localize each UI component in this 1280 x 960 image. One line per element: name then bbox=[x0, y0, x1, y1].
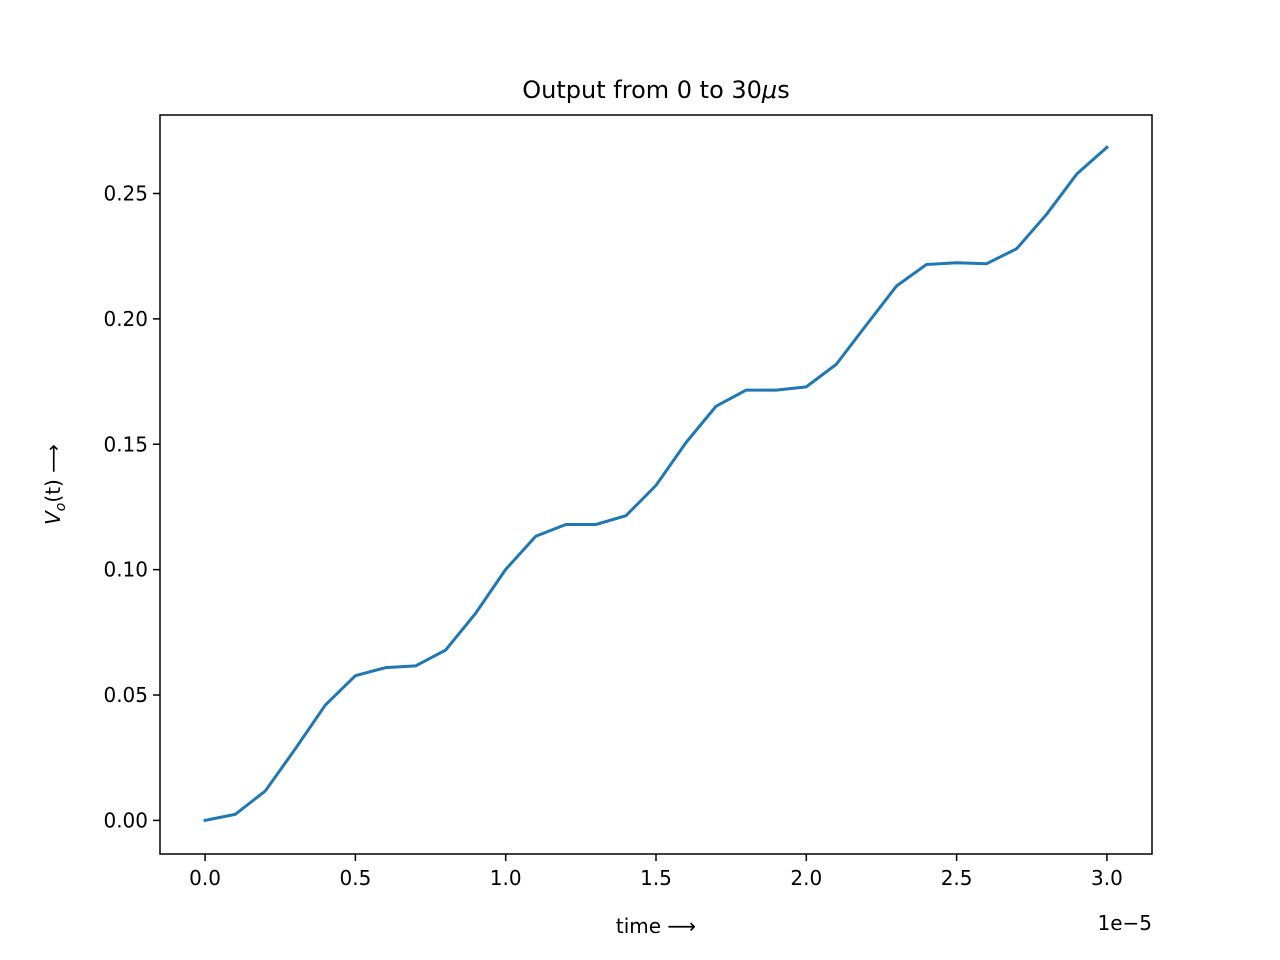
chart-title: Output from 0 to 30μs bbox=[522, 76, 789, 104]
series-line-0 bbox=[203, 145, 1110, 823]
x-tick-label: 1.0 bbox=[490, 866, 522, 890]
x-tick-label: 3.0 bbox=[1091, 866, 1123, 890]
x-tick-label: 0.5 bbox=[339, 866, 371, 890]
x-tick-label: 2.0 bbox=[790, 866, 822, 890]
plot-area bbox=[203, 145, 1110, 823]
x-tick-label: 1.5 bbox=[640, 866, 672, 890]
x-axis: 0.0 0.5 1.0 1.5 2.0 2.5 3.0 bbox=[189, 854, 1123, 890]
y-tick-label: 0.10 bbox=[103, 558, 148, 582]
x-tick-label: 0.0 bbox=[189, 866, 221, 890]
x-tick-label: 2.5 bbox=[941, 866, 973, 890]
y-axis-label: Vo(t) ⟶ bbox=[41, 444, 69, 525]
y-axis: 0.00 0.05 0.10 0.15 0.20 0.25 bbox=[103, 181, 160, 832]
y-tick-label: 0.05 bbox=[103, 683, 148, 707]
axes-frame bbox=[159, 114, 1153, 855]
y-tick-label: 0.00 bbox=[103, 808, 148, 832]
y-tick-label: 0.20 bbox=[103, 307, 148, 331]
y-tick-label: 0.25 bbox=[103, 181, 148, 205]
y-tick-label: 0.15 bbox=[103, 432, 148, 456]
x-axis-offset-label: 1e−5 bbox=[1097, 911, 1152, 935]
x-axis-label: time ⟶ bbox=[616, 914, 696, 938]
